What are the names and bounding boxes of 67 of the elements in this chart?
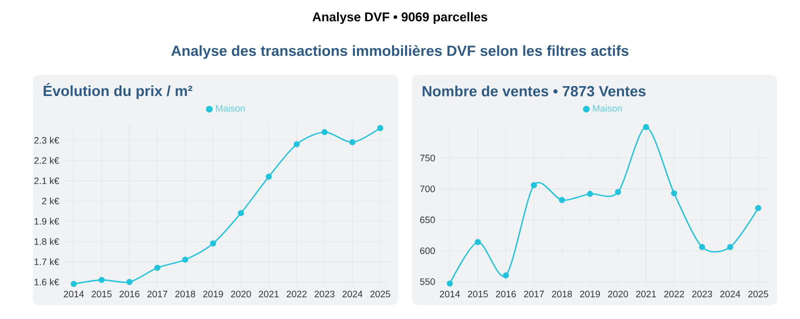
- x-tick-label: 2022: [664, 290, 684, 298]
- y-tick-label: 600: [420, 247, 435, 254]
- y-tick-label: 1.6 k€: [34, 278, 60, 286]
- point: [349, 139, 356, 146]
- x-tick-label: 2024: [720, 290, 740, 298]
- x-tick-label: 2018: [175, 290, 196, 298]
- point: [586, 190, 594, 197]
- x-tick-label: 2019: [580, 290, 600, 298]
- point: [154, 264, 160, 271]
- x-tick-label: 2016: [496, 290, 516, 298]
- x-tick-label: 2016: [120, 290, 140, 298]
- x-tick-label: 2021: [636, 290, 656, 298]
- point: [755, 205, 762, 212]
- y-tick-label: 650: [420, 216, 435, 224]
- point: [210, 240, 216, 247]
- chart-title: Nombre de ventes • 7873 Ventes: [422, 86, 646, 96]
- x-tick-label: 2015: [92, 290, 112, 298]
- x-tick-label: 2025: [748, 290, 768, 298]
- x-tick-label: 2018: [552, 290, 572, 298]
- point: [294, 141, 300, 148]
- x-tick-label: 2025: [370, 290, 390, 298]
- point: [502, 272, 509, 279]
- y-tick-label: 1.9 k€: [34, 218, 60, 225]
- text: Analyse des transactions immobilières DVF selon les filtres actifs: [171, 45, 628, 59]
- x-tick-label: 2023: [314, 290, 334, 298]
- text: Analyse DVF • 9069 parcelles: [312, 12, 488, 24]
- x-tick-label: 2023: [692, 290, 712, 298]
- point: [671, 190, 678, 196]
- y-tick-label: 2.2 k€: [34, 157, 60, 164]
- y-tick-label: 750: [420, 154, 435, 162]
- x-tick-label: 2022: [286, 290, 307, 298]
- point: [182, 256, 188, 263]
- legend-label: Maison: [593, 104, 622, 112]
- legend-label: Maison: [216, 104, 245, 112]
- x-tick-label: 2017: [524, 290, 544, 298]
- point: [126, 278, 133, 286]
- point: [321, 129, 328, 136]
- y-tick-label: 2.1 k€: [34, 177, 60, 184]
- y-tick-label: 550: [420, 278, 435, 285]
- x-tick-label: 2020: [231, 290, 251, 298]
- point: [446, 280, 453, 287]
- x-tick-label: 2024: [342, 290, 362, 298]
- point: [98, 276, 105, 283]
- point: [614, 188, 622, 196]
- point: [238, 210, 244, 216]
- point: [266, 174, 272, 180]
- y-tick-label: 1.8 k€: [34, 238, 60, 245]
- point: [474, 239, 481, 246]
- point: [558, 196, 566, 204]
- x-tick-label: 2014: [440, 290, 460, 298]
- x-tick-label: 2021: [258, 290, 279, 298]
- y-tick-label: 2 k€: [42, 198, 60, 204]
- x-tick-label: 2014: [64, 290, 84, 298]
- x-tick-label: 2017: [147, 290, 168, 298]
- point: [699, 244, 706, 250]
- y-tick-label: 1.7 k€: [34, 258, 60, 266]
- point: [377, 124, 384, 132]
- point: [642, 124, 650, 130]
- x-tick-label: 2015: [468, 290, 488, 298]
- x-tick-label: 2020: [608, 290, 628, 298]
- point: [530, 182, 537, 188]
- y-tick-label: 2.3 k€: [34, 136, 60, 144]
- y-tick-label: 700: [420, 186, 435, 192]
- point: [70, 280, 77, 288]
- point: [727, 244, 734, 250]
- x-tick-label: 2019: [203, 290, 224, 298]
- chart-title: Évolution du prix / m²: [44, 82, 192, 100]
